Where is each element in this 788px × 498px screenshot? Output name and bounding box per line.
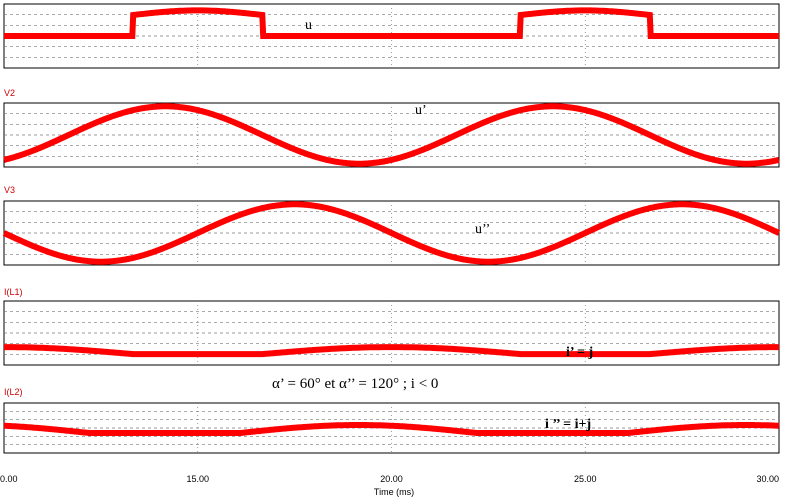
waveform-annotation: i ’’ = i+j <box>545 417 591 432</box>
x-axis-label: Time (ms) <box>374 487 414 497</box>
waveform-trace <box>4 344 779 358</box>
panel-2: V2 u’ <box>3 88 780 168</box>
panel-1: u <box>3 3 780 69</box>
x-tick-label: 25.00 <box>574 474 597 484</box>
panel-4: I(L1) i’ = j <box>3 287 780 366</box>
waveform-trace <box>3 103 780 167</box>
panel-label: I(L1) <box>4 287 23 297</box>
x-axis: 0.00 15.00 20.00 25.00 30.00 <box>0 474 779 484</box>
waveform-annotation: u’ <box>415 103 427 118</box>
panels-group: u V2 u’ V3 u’’ I(L1) i’ = j I(L2) i ’’ = i+j <box>2 3 781 454</box>
panel-label: I(L2) <box>4 387 23 397</box>
panel-5: I(L2) i ’’ = i+j <box>3 387 780 454</box>
panel-3: V3 u’’ <box>2 185 781 266</box>
waveform-annotation: u <box>305 18 312 33</box>
panel-label: V2 <box>4 88 15 98</box>
waveform-annotation: i’ = j <box>566 345 593 360</box>
x-tick-label: 30.00 <box>756 474 779 484</box>
x-tick-label: 15.00 <box>186 474 209 484</box>
x-tick-label: 20.00 <box>380 474 403 484</box>
waveform-trace <box>2 201 781 265</box>
chart-caption: α’ = 60° et α’’ = 120° ; i < 0 <box>272 376 438 392</box>
waveform-trace <box>4 7 779 39</box>
panel-label: V3 <box>4 185 15 195</box>
waveform-trace <box>4 422 780 436</box>
waveform-annotation: u’’ <box>475 222 490 237</box>
x-tick-label: 0.00 <box>0 474 18 484</box>
